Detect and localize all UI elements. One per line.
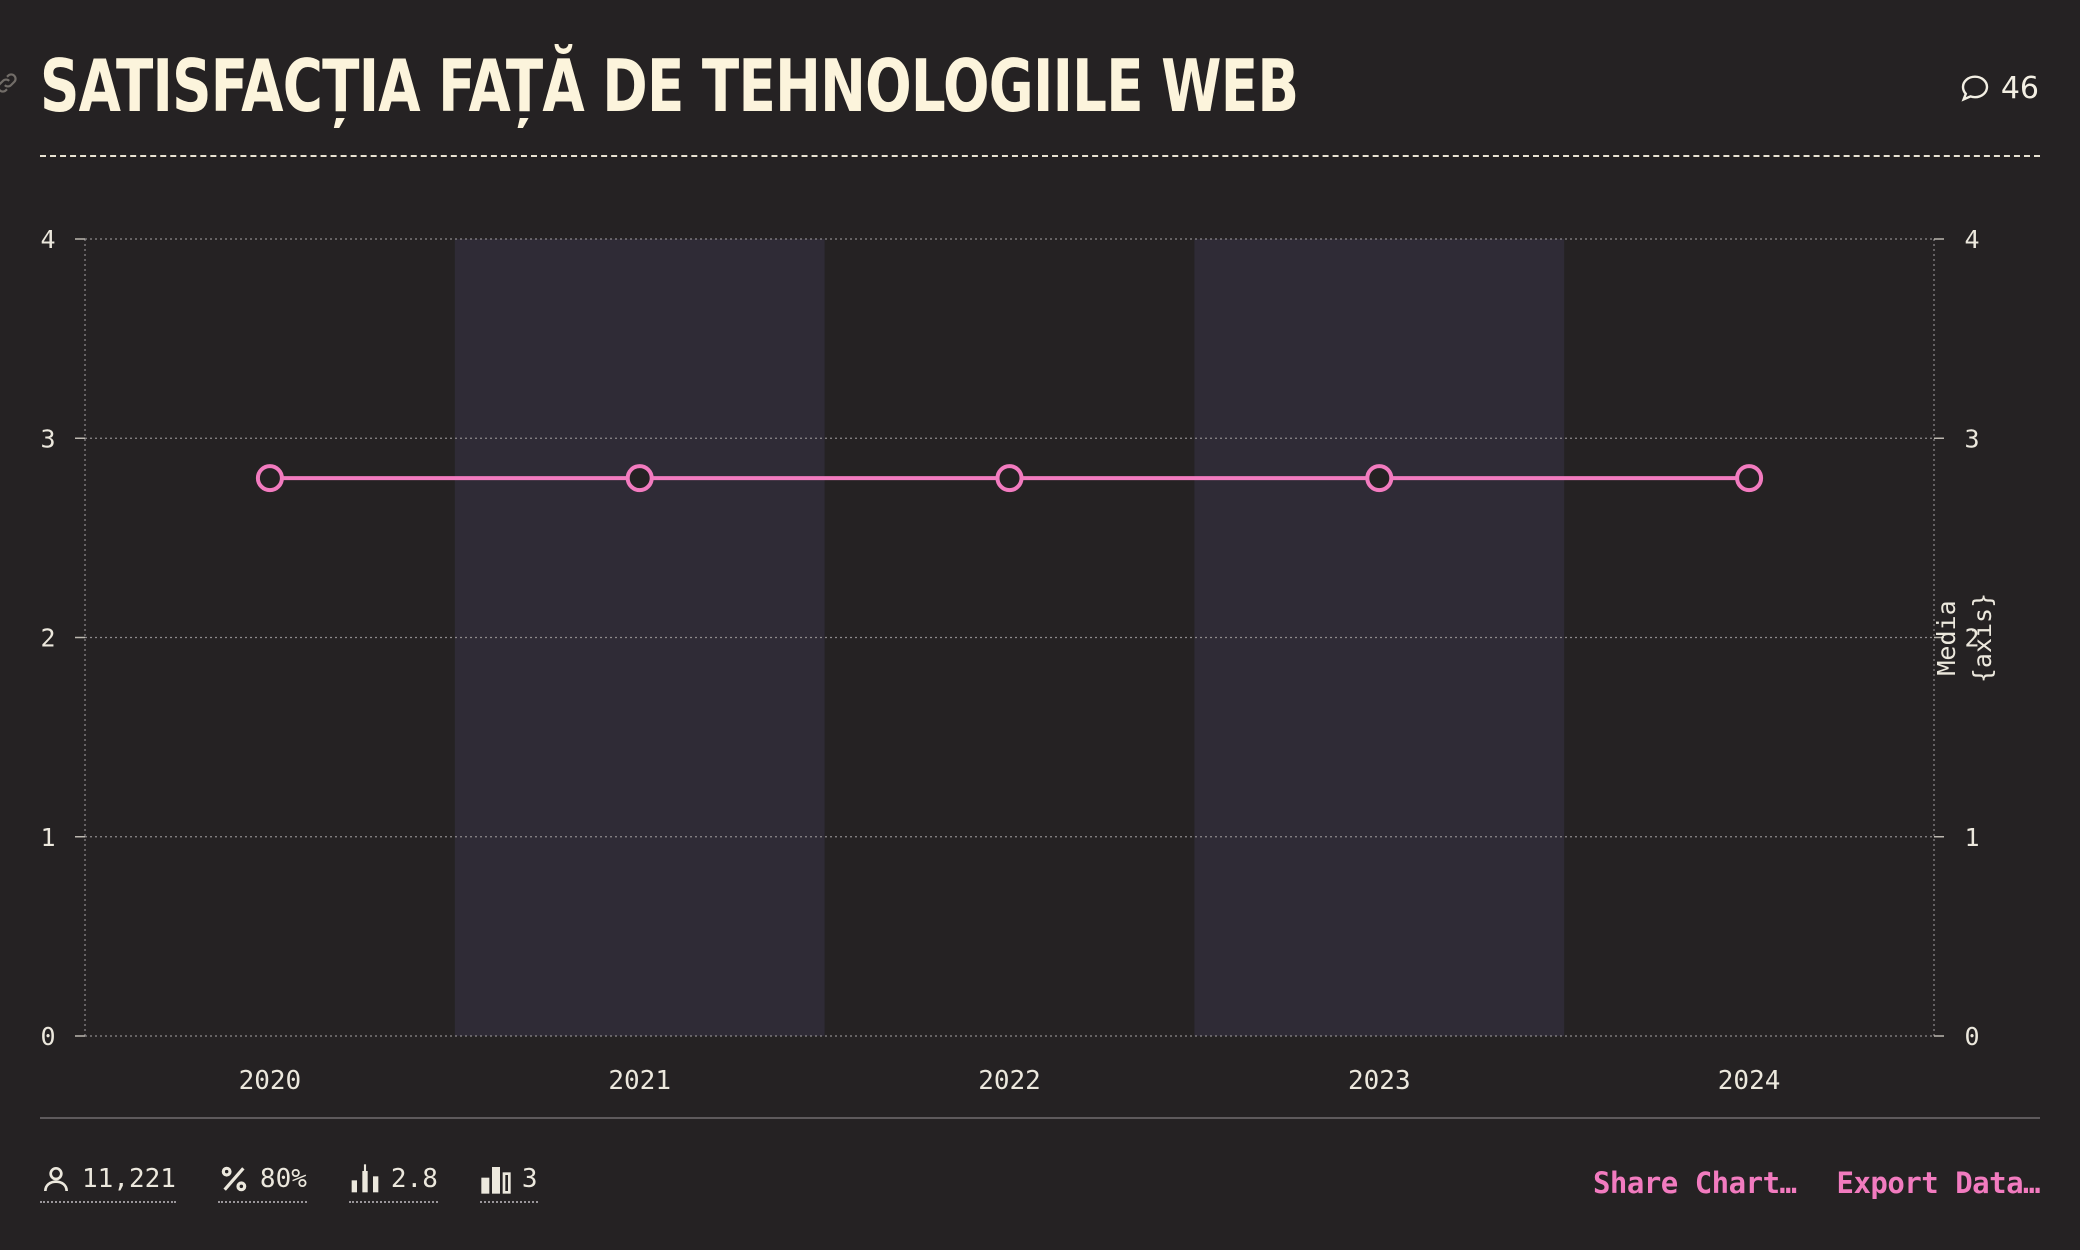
x-tick-label: 2023 [1348, 1066, 1411, 1096]
y-tick-label: 4 [40, 225, 55, 254]
y-tick-label: 3 [1964, 424, 1979, 453]
chart-actions: Share Chart… Export Data… [1592, 1166, 2041, 1200]
share-chart-button[interactable]: Share Chart… [1592, 1166, 1797, 1200]
x-tick-label: 2021 [608, 1066, 671, 1096]
comments-button[interactable]: 46 [1959, 70, 2039, 106]
column-band [1194, 239, 1565, 1036]
respondents-stat[interactable]: 11,221 [40, 1163, 176, 1203]
footer-divider [40, 1117, 2040, 1119]
series-layer [255, 464, 1764, 493]
axis-labels: 0 0 1 1 2 2 3 3 4 4 2020 2021 2022 2023 2024 Media {axis… [40, 225, 1997, 1096]
page-title: SATISFACȚIA FAȚĂ DE TEHNOLOGIILE WEB [40, 44, 1299, 128]
header-divider [40, 155, 2040, 157]
percentage-stat[interactable]: 80% [217, 1163, 307, 1203]
percentage-value: 80% [259, 1164, 307, 1194]
percent-icon [221, 1166, 247, 1192]
average-stat[interactable]: 2.8 [348, 1163, 438, 1203]
user-icon [44, 1167, 68, 1192]
count-stat[interactable]: 3 [479, 1163, 538, 1203]
bar-chart-icon [481, 1167, 511, 1194]
y-tick-label: 1 [1964, 823, 1979, 852]
y-tick-label: 1 [40, 823, 55, 852]
bar-median-icon [351, 1164, 379, 1193]
y-tick-label: 0 [40, 1022, 55, 1051]
y-tick-label: 4 [1964, 225, 1979, 254]
data-point [625, 464, 654, 493]
average-value: 2.8 [390, 1164, 438, 1194]
y2-axis-title-suffix: {axis} [1968, 593, 1997, 683]
y2-axis-title: Media [1932, 600, 1961, 675]
data-point [995, 464, 1024, 493]
comment-icon [1961, 75, 1989, 102]
x-tick-label: 2022 [978, 1066, 1041, 1096]
y-tick-label: 3 [40, 424, 55, 453]
axes [75, 238, 1944, 1037]
line-chart: 0 0 1 1 2 2 3 3 4 4 2020 2021 2022 2023 2024 Media {axis… [40, 225, 1997, 1096]
y-tick-label: 2 [40, 624, 55, 653]
export-data-button[interactable]: Export Data… [1836, 1166, 2040, 1200]
data-point [255, 464, 284, 493]
x-tick-label: 2020 [239, 1066, 302, 1096]
data-point [1365, 464, 1394, 493]
data-point [1735, 464, 1764, 493]
y-tick-label: 2 [1964, 624, 1979, 653]
respondents-value: 11,221 [82, 1164, 176, 1194]
grid-lines [84, 238, 1935, 1037]
link-icon[interactable] [0, 70, 20, 96]
count-value: 3 [521, 1164, 538, 1194]
comment-count: 46 [2000, 70, 2039, 106]
stats-bar: 11,221 80% 2.8 3 [40, 1163, 538, 1203]
y-tick-label: 0 [1964, 1022, 1979, 1051]
x-tick-label: 2024 [1718, 1066, 1781, 1096]
